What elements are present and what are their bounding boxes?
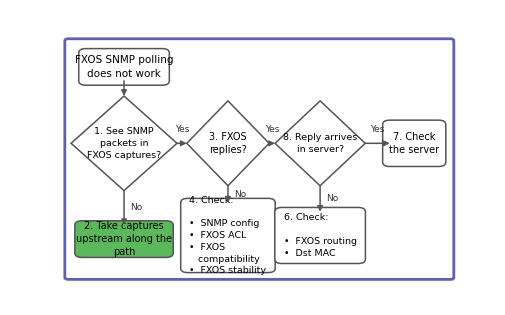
FancyBboxPatch shape	[274, 208, 365, 263]
Text: FXOS SNMP polling
does not work: FXOS SNMP polling does not work	[75, 55, 173, 78]
Polygon shape	[186, 101, 269, 186]
Text: 7. Check
the server: 7. Check the server	[388, 132, 438, 155]
FancyBboxPatch shape	[180, 198, 275, 272]
Text: 3. FXOS
replies?: 3. FXOS replies?	[209, 132, 246, 155]
Text: 8. Reply arrives
in server?: 8. Reply arrives in server?	[282, 133, 357, 154]
Text: 2. Take captures
upstream along the
path: 2. Take captures upstream along the path	[76, 221, 172, 257]
FancyBboxPatch shape	[382, 120, 445, 166]
Text: 4. Check:

•  SNMP config
•  FXOS ACL
•  FXOS
   compatibility
•  FXOS stability: 4. Check: • SNMP config • FXOS ACL • FXO…	[189, 196, 266, 275]
Text: No: No	[130, 203, 142, 212]
Text: No: No	[233, 190, 245, 199]
Polygon shape	[71, 96, 177, 191]
Text: Yes: Yes	[370, 125, 384, 134]
Text: 1. See SNMP
packets in
FXOS captures?: 1. See SNMP packets in FXOS captures?	[87, 127, 161, 160]
Text: No: No	[325, 194, 337, 203]
FancyBboxPatch shape	[75, 221, 173, 257]
Text: Yes: Yes	[264, 125, 279, 134]
Polygon shape	[275, 101, 365, 186]
FancyBboxPatch shape	[79, 49, 169, 85]
Text: 6. Check:

•  FXOS routing
•  Dst MAC: 6. Check: • FXOS routing • Dst MAC	[283, 213, 356, 258]
Text: Yes: Yes	[174, 125, 189, 134]
